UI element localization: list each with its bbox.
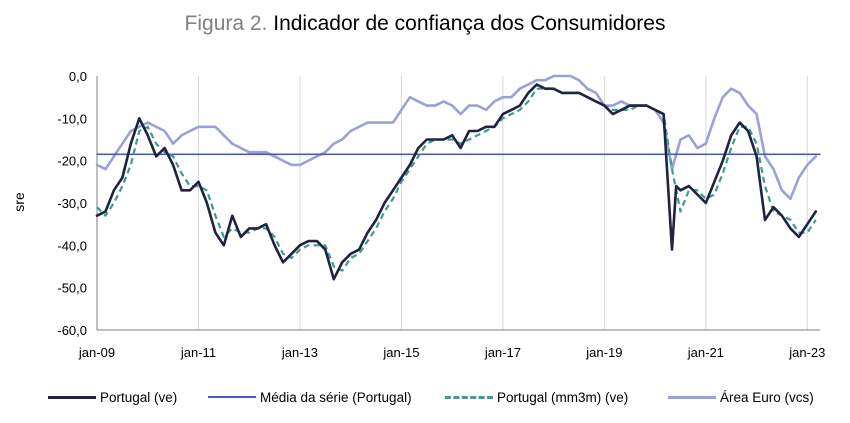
y-tick-label: -50,0 <box>57 281 87 296</box>
y-tick-label: -40,0 <box>57 238 87 253</box>
x-tick-label: jan-13 <box>281 345 318 360</box>
legend-item-portugal-mm3m: Portugal (mm3m) (ve) <box>445 385 628 409</box>
legend-item-portugal-ve: Portugal (ve) <box>48 385 177 409</box>
legend: Portugal (ve) Média da série (Portugal) … <box>0 385 850 409</box>
legend-swatch-media <box>208 396 256 398</box>
y-tick-label: -20,0 <box>57 154 87 169</box>
series-line-area-euro <box>95 74 818 201</box>
y-tick-label: -60,0 <box>57 323 87 338</box>
x-tick-label: jan-23 <box>788 345 825 360</box>
legend-label-portugal-mm3m: Portugal (mm3m) (ve) <box>497 389 629 405</box>
x-tick-labels: jan-09 jan-11 jan-13 jan-15 jan-17 jan-19 jan-… <box>78 345 825 360</box>
x-tick-label: jan-09 <box>78 345 115 360</box>
series-line-portugal-mm3m <box>96 87 817 272</box>
legend-item-media: Média da série (Portugal) <box>208 385 412 409</box>
x-tick-label: jan-15 <box>382 345 419 360</box>
line-chart: 0,0 -10,0 -20,0 -30,0 -40,0 -50,0 -60,0 jan-09… <box>11 69 825 360</box>
legend-label-area-euro: Área Euro (vcs) <box>720 389 814 405</box>
y-axis-label: sre <box>11 192 27 212</box>
y-tick-label: 0,0 <box>69 69 87 84</box>
legend-swatch-area-euro <box>668 395 716 399</box>
chart-title-main: Indicador de confiança dos Consumidores <box>273 12 666 35</box>
x-tick-label: jan-11 <box>180 345 216 360</box>
series-line-portugal-ve <box>95 83 818 281</box>
chart-title-prefix: Figura 2. <box>184 12 268 35</box>
chart-title: Figura 2. Indicador de confiança dos Con… <box>0 12 850 36</box>
axes <box>96 76 820 331</box>
x-tick-label: jan-19 <box>585 345 622 360</box>
legend-item-area-euro: Área Euro (vcs) <box>668 385 814 409</box>
legend-label-media: Média da série (Portugal) <box>260 389 412 405</box>
x-tick-label: jan-17 <box>484 345 521 360</box>
x-tick-label: jan-21 <box>687 345 724 360</box>
series-lines <box>95 74 821 281</box>
y-tick-label: -30,0 <box>57 196 87 211</box>
y-tick-labels: 0,0 -10,0 -20,0 -30,0 -40,0 -50,0 -60,0 <box>57 69 87 338</box>
y-tick-label: -10,0 <box>57 111 87 126</box>
legend-label-portugal-ve: Portugal (ve) <box>100 389 178 405</box>
legend-swatch-portugal-ve <box>48 395 96 399</box>
legend-swatch-portugal-mm3m <box>445 395 493 399</box>
